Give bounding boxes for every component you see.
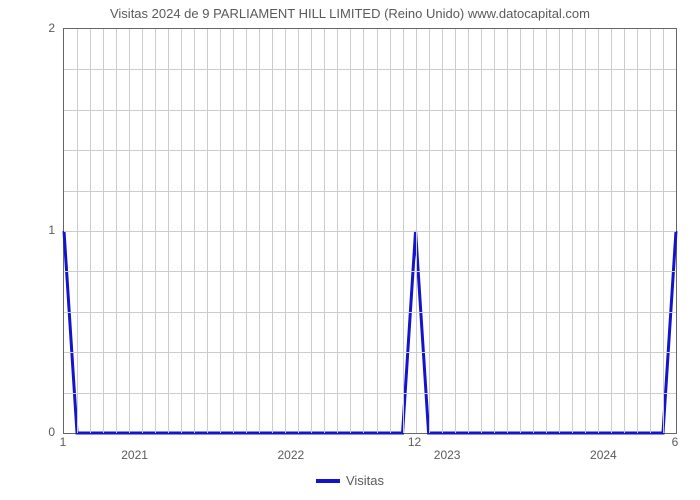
grid-line-horizontal xyxy=(64,150,676,151)
chart-title: Visitas 2024 de 9 PARLIAMENT HILL LIMITE… xyxy=(0,6,700,21)
y-tick-label: 0 xyxy=(25,425,55,439)
grid-line-horizontal xyxy=(64,191,676,192)
legend-label: Visitas xyxy=(346,473,384,488)
legend: Visitas xyxy=(316,473,384,488)
grid-line-horizontal xyxy=(64,393,676,394)
y-tick-label: 2 xyxy=(25,21,55,35)
x-tick-label-minor: 1 xyxy=(60,435,67,449)
x-tick-label: 2021 xyxy=(121,448,148,462)
grid-line-horizontal xyxy=(64,231,676,232)
grid-line-horizontal xyxy=(64,352,676,353)
plot-area xyxy=(63,28,677,434)
x-tick-label: 2022 xyxy=(278,448,305,462)
grid-line-horizontal xyxy=(64,110,676,111)
legend-swatch xyxy=(316,479,340,483)
x-tick-label-minor: 6 xyxy=(672,435,679,449)
y-tick-label: 1 xyxy=(25,223,55,237)
x-tick-label: 2024 xyxy=(590,448,617,462)
x-tick-label-minor: 12 xyxy=(408,435,421,449)
chart-container: Visitas 2024 de 9 PARLIAMENT HILL LIMITE… xyxy=(0,0,700,500)
x-tick-label: 2023 xyxy=(434,448,461,462)
grid-line-horizontal xyxy=(64,312,676,313)
grid-line-horizontal xyxy=(64,271,676,272)
grid-line-horizontal xyxy=(64,69,676,70)
